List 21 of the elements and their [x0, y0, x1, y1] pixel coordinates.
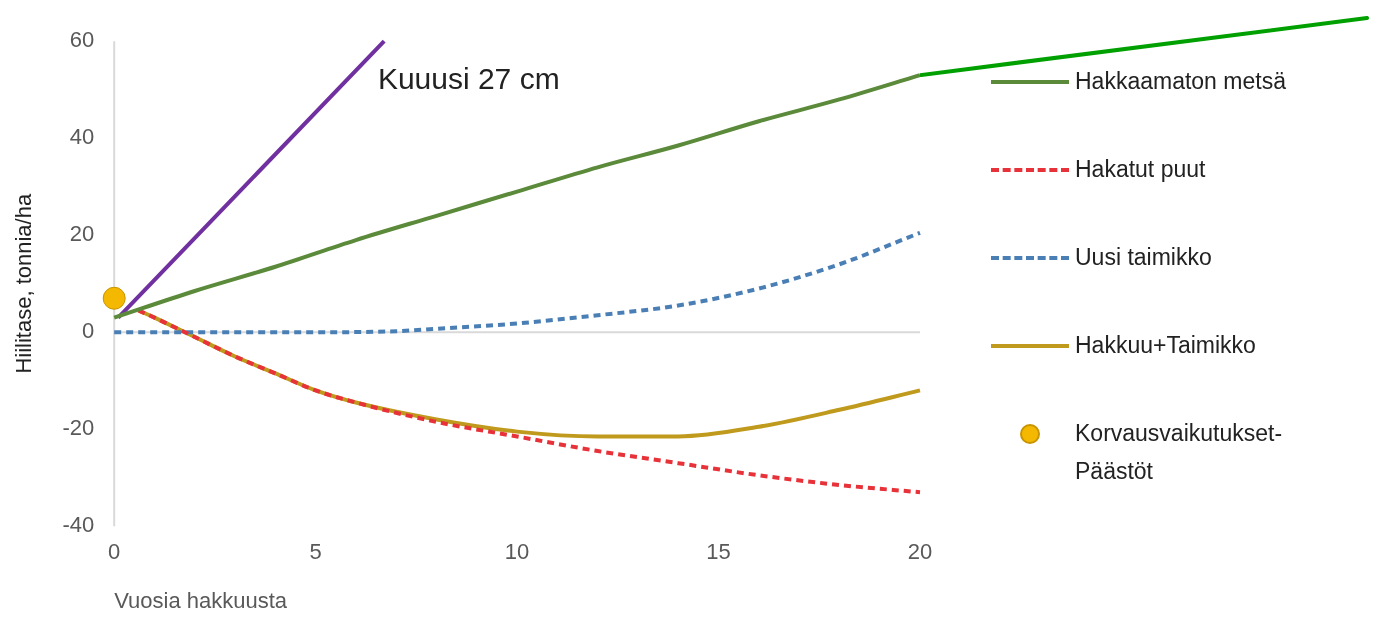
annotation: Kuuusi 27 cm — [377, 62, 560, 96]
y-axis-title: Hiilitase, tonnia/ha — [11, 193, 37, 374]
y-tick-label: -20 — [62, 415, 95, 441]
y-tick-label: 20 — [69, 221, 95, 247]
legend-label: Uusi taimikko — [1075, 243, 1213, 272]
y-tick-label: 0 — [81, 318, 95, 344]
y-tick-label: 40 — [69, 124, 95, 150]
line-series — [112, 230, 922, 335]
x-tick-label: 10 — [504, 539, 530, 565]
legend-label: Hakkaamaton metsä — [1075, 67, 1287, 96]
line-series — [136, 308, 922, 495]
y-tick-label: 60 — [69, 27, 95, 53]
x-tick-label: 5 — [309, 539, 322, 565]
x-tick-label: 20 — [907, 539, 933, 565]
x-tick-label: 15 — [706, 539, 731, 565]
x-axis-title: Vuosia hakkuusta — [114, 587, 288, 613]
x-tick-label: 0 — [108, 539, 121, 565]
y-tick-label: -40 — [62, 512, 95, 538]
legend-label: Hakkuu+Taimikko — [1075, 331, 1257, 360]
legend-label: Korvausvaikutukset-Päästöt — [1075, 419, 1284, 486]
legend-label: Hakatut puut — [1075, 155, 1207, 184]
